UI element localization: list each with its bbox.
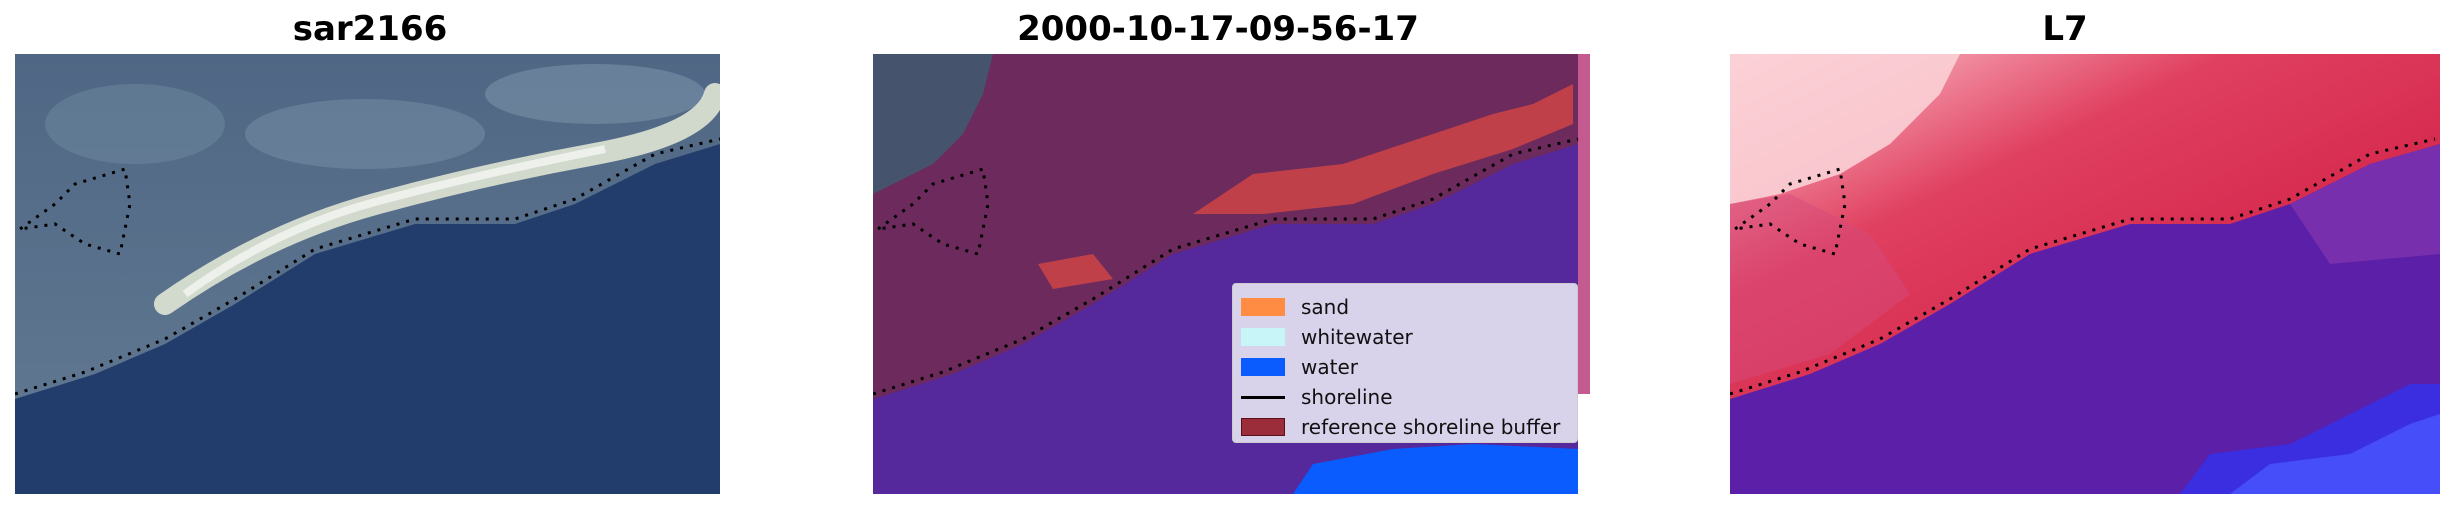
whitewater-swatch bbox=[1241, 328, 1285, 346]
shoreline-line-swatch bbox=[1241, 395, 1285, 399]
water-swatch bbox=[1241, 358, 1285, 376]
legend-item-buffer: reference shoreline buffer bbox=[1241, 412, 1560, 442]
sand-swatch bbox=[1241, 298, 1285, 316]
buffer-swatch bbox=[1241, 418, 1285, 436]
legend-label: water bbox=[1301, 355, 1358, 379]
legend-item-shoreline: shoreline bbox=[1241, 382, 1393, 412]
legend: sand whitewater water shoreline referenc… bbox=[1232, 283, 1578, 443]
legend-label: shoreline bbox=[1301, 385, 1393, 409]
legend-item-sand: sand bbox=[1241, 292, 1349, 322]
rgb-image bbox=[15, 54, 720, 494]
panel-rgb: sar2166 bbox=[0, 0, 740, 508]
legend-label: whitewater bbox=[1301, 325, 1413, 349]
panel-index: L7 bbox=[1715, 0, 2455, 508]
legend-label: sand bbox=[1301, 295, 1350, 319]
index-image bbox=[1730, 54, 2440, 494]
legend-label: reference shoreline buffer bbox=[1301, 415, 1561, 439]
panel-title-index: L7 bbox=[2042, 9, 2088, 49]
legend-item-whitewater: whitewater bbox=[1241, 322, 1413, 352]
panel-title-classification: 2000-10-17-09-56-17 bbox=[1017, 9, 1419, 49]
legend-item-water: water bbox=[1241, 352, 1358, 382]
panel-title-rgb: sar2166 bbox=[292, 9, 448, 49]
